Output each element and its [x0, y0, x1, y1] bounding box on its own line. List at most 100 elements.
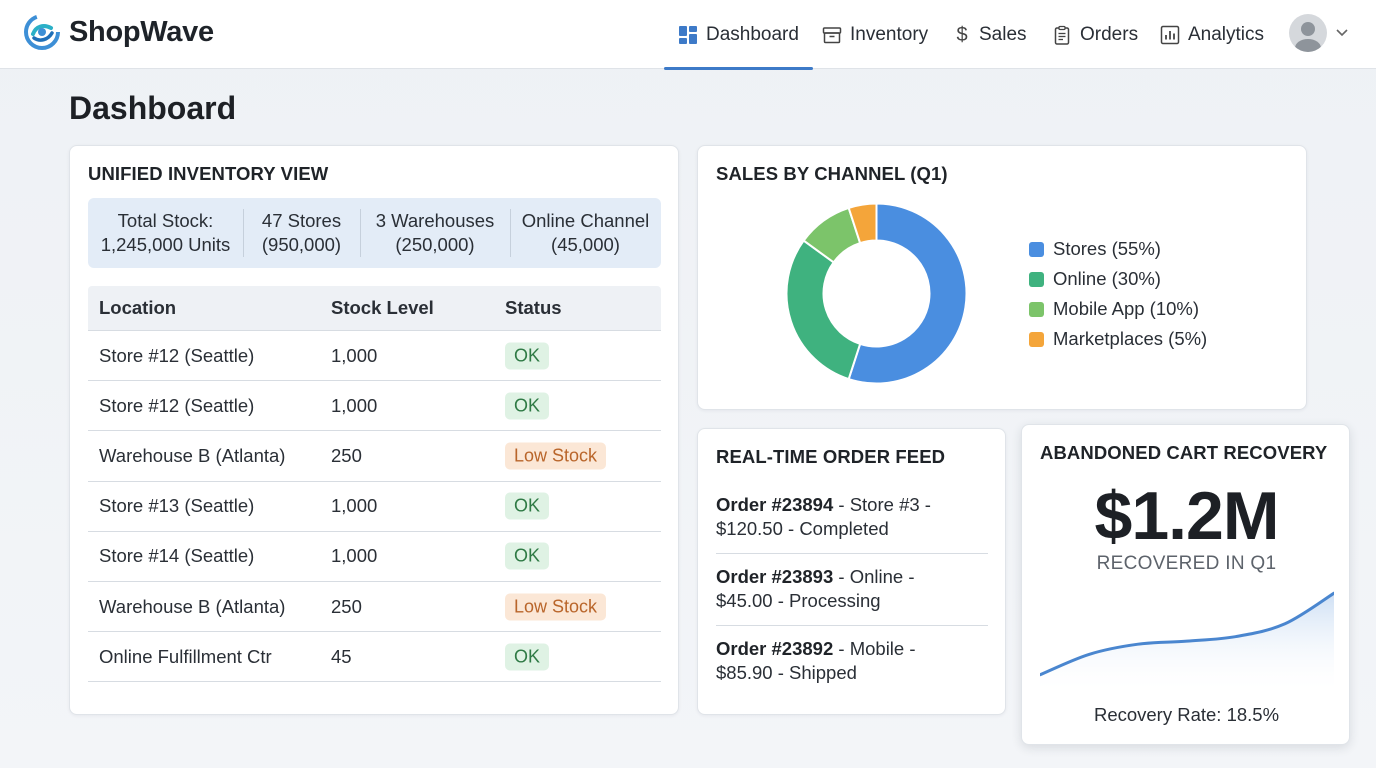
status-badge: OK	[505, 392, 550, 420]
cell-stock-level: 1,000	[331, 344, 378, 366]
nav-inventory[interactable]: Inventory	[822, 0, 928, 69]
brand[interactable]: ShopWave	[24, 14, 214, 50]
order-feed-item[interactable]: Order #23892 - Mobile - $85.90 - Shipped	[716, 637, 988, 685]
inventory-card: UNIFIED INVENTORY VIEW Total Stock: 1,24…	[69, 145, 679, 715]
cell-location: Warehouse B (Atlanta)	[99, 595, 286, 617]
donut-slice-online[interactable]	[785, 239, 862, 381]
column-header-status[interactable]: Status	[505, 297, 562, 318]
status-badge: OK	[505, 643, 550, 671]
inventory-summary: Total Stock: 1,245,000 Units 47 Stores (…	[88, 198, 661, 268]
shopwave-logo-icon	[24, 14, 60, 50]
column-header-stock-level[interactable]: Stock Level	[331, 297, 434, 318]
trend-line	[1040, 591, 1334, 677]
legend-swatch	[1029, 331, 1044, 347]
recovered-subtitle: RECOVERED IN Q1	[1096, 553, 1277, 574]
recovery-trend-chart	[1040, 591, 1334, 695]
cell-stock-level: 1,000	[331, 495, 378, 517]
order-detail: $85.90 - Shipped	[716, 662, 857, 683]
legend-label: Mobile App (10%)	[1053, 298, 1200, 319]
status-badge: OK	[505, 342, 550, 370]
table-row[interactable]: Warehouse B (Atlanta) 250 Low Stock	[88, 582, 661, 633]
legend-swatch	[1029, 301, 1044, 317]
summary-stores: 47 Stores (950,000)	[243, 198, 360, 268]
abandoned-cart-card: ABANDONED CART RECOVERY $1.2M RECOVERED …	[1021, 424, 1350, 745]
user-silhouette-icon	[1295, 22, 1321, 52]
user-avatar[interactable]	[1289, 14, 1327, 52]
cell-location: Store #12 (Seattle)	[99, 344, 255, 366]
status-badge: Low Stock	[505, 442, 607, 470]
legend-label: Marketplaces (5%)	[1053, 328, 1208, 349]
column-header-location[interactable]: Location	[99, 297, 177, 318]
summary-online-channel: Online Channel (45,000)	[510, 198, 661, 268]
summary-label: 3 Warehouses	[375, 210, 495, 231]
inventory-table: Location Stock Level Status Store #12 (S…	[88, 286, 661, 683]
dollar-icon: $	[956, 23, 968, 46]
order-id: Order #23893	[716, 566, 834, 587]
order-feed-card: REAL-TIME ORDER FEED Order #23894 - Stor…	[697, 428, 1006, 715]
status-badge: OK	[505, 492, 550, 520]
table-row[interactable]: Warehouse B (Atlanta) 250 Low Stock	[88, 431, 661, 482]
cell-location: Store #14 (Seattle)	[99, 545, 255, 567]
legend-swatch	[1029, 241, 1044, 257]
table-header: Location Stock Level Status	[88, 286, 661, 331]
table-row[interactable]: Store #12 (Seattle) 1,000 OK	[88, 331, 661, 382]
table-row[interactable]: Store #13 (Seattle) 1,000 OK	[88, 482, 661, 532]
table-row[interactable]: Online Fulfillment Ctr 45 OK	[88, 632, 661, 683]
summary-value: (45,000)	[551, 234, 620, 255]
order-id: Order #23894	[716, 494, 834, 515]
sales-card-title: SALES BY CHANNEL (Q1)	[716, 163, 948, 184]
nav-analytics-label: Analytics	[1188, 23, 1265, 45]
nav-sales[interactable]: $ Sales	[953, 0, 1027, 69]
archive-box-icon	[822, 26, 842, 43]
cell-location: Store #12 (Seattle)	[99, 394, 255, 416]
order-detail: $120.50 - Completed	[716, 518, 889, 539]
cell-location: Warehouse B (Atlanta)	[99, 444, 286, 466]
sales-by-channel-card: SALES BY CHANNEL (Q1) Stores (55%) Online…	[697, 145, 1307, 410]
summary-label: 47 Stores	[261, 210, 342, 231]
bar-chart-icon	[1160, 25, 1180, 44]
page-title: Dashboard	[69, 90, 237, 126]
status-badge: Low Stock	[505, 593, 607, 621]
clipboard-icon	[1054, 25, 1070, 45]
sales-legend: Stores (55%) Online (30%) Mobile App (10%)…	[1029, 234, 1207, 354]
legend-item: Online (30%)	[1029, 264, 1207, 294]
legend-item: Stores (55%)	[1029, 234, 1207, 264]
cell-stock-level: 1,000	[331, 545, 378, 567]
nav-dashboard[interactable]: Dashboard	[664, 0, 813, 70]
abandoned-cart-title: ABANDONED CART RECOVERY	[1040, 442, 1328, 463]
nav-sales-label: Sales	[979, 23, 1027, 45]
summary-value: 1,245,000 Units	[100, 234, 231, 255]
nav-orders-label: Orders	[1080, 23, 1139, 45]
app-name: ShopWave	[69, 15, 214, 48]
table-row[interactable]: Store #14 (Seattle) 1,000 OK	[88, 532, 661, 582]
legend-item: Mobile App (10%)	[1029, 294, 1207, 324]
recovered-amount: $1.2M	[1094, 478, 1280, 554]
order-detail: - Online -	[833, 566, 915, 587]
legend-label: Stores (55%)	[1053, 238, 1161, 259]
nav-analytics[interactable]: Analytics	[1160, 0, 1264, 69]
nav-inventory-label: Inventory	[850, 23, 929, 45]
summary-warehouses: 3 Warehouses (250,000)	[360, 198, 510, 268]
divider	[716, 625, 988, 626]
sales-donut-chart	[785, 202, 968, 385]
recovery-rate: Recovery Rate: 18.5%	[1093, 704, 1280, 725]
cell-location: Online Fulfillment Ctr	[99, 645, 272, 667]
order-detail: - Store #3 -	[833, 494, 931, 515]
inventory-card-title: UNIFIED INVENTORY VIEW	[88, 163, 329, 184]
cell-location: Store #13 (Seattle)	[99, 495, 255, 517]
nav-dashboard-label: Dashboard	[706, 23, 799, 45]
nav-orders[interactable]: Orders	[1052, 0, 1138, 69]
summary-value: (950,000)	[261, 234, 342, 255]
legend-label: Online (30%)	[1053, 268, 1161, 289]
donut-slice-stores[interactable]	[847, 202, 968, 385]
order-feed-item[interactable]: Order #23894 - Store #3 - $120.50 - Comp…	[716, 493, 988, 541]
status-badge: OK	[505, 542, 550, 570]
table-row[interactable]: Store #12 (Seattle) 1,000 OK	[88, 381, 661, 432]
chevron-down-icon[interactable]	[1334, 24, 1350, 40]
donut-slice-marketplaces[interactable]	[847, 202, 878, 245]
cell-stock-level: 45	[331, 645, 352, 667]
trend-area-fill	[1040, 593, 1334, 695]
order-id: Order #23892	[716, 638, 834, 659]
top-navigation-bar: ShopWave Dashboard Inventory $ Sales Ord…	[0, 0, 1376, 70]
order-feed-item[interactable]: Order #23893 - Online - $45.00 - Process…	[716, 565, 988, 613]
